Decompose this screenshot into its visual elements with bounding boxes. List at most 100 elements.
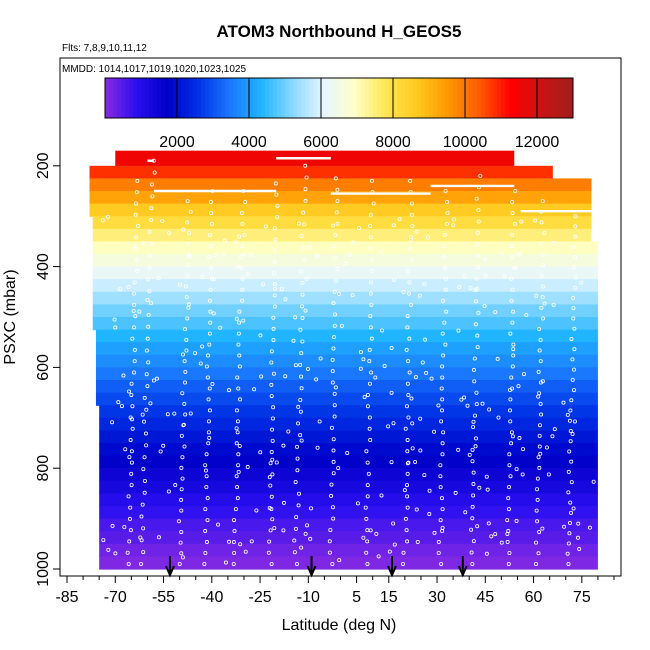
- track-point: [406, 359, 411, 364]
- track-point: [305, 366, 310, 371]
- track-point: [440, 375, 445, 380]
- track-point: [364, 449, 369, 454]
- track-point: [259, 374, 264, 379]
- track-point: [405, 505, 410, 510]
- track-point: [305, 523, 310, 528]
- track-point: [151, 378, 156, 383]
- track-point: [331, 301, 336, 306]
- track-point: [275, 215, 280, 220]
- track-point: [474, 299, 479, 304]
- track-point: [299, 386, 304, 391]
- track-point: [438, 463, 443, 468]
- track-point: [132, 302, 137, 307]
- track-point: [180, 476, 185, 481]
- colorbar-segment: [357, 78, 362, 118]
- track-point: [389, 345, 394, 350]
- track-point: [272, 304, 277, 309]
- track-point: [509, 375, 514, 380]
- x-tick-label: -55: [152, 589, 175, 606]
- track-point: [141, 467, 146, 472]
- track-point: [242, 232, 247, 237]
- track-point: [368, 314, 373, 319]
- track-point: [160, 219, 165, 224]
- track-point: [509, 430, 514, 435]
- track-point: [493, 310, 498, 315]
- track-point: [226, 539, 231, 544]
- track-point: [113, 551, 118, 556]
- track-point: [474, 390, 479, 395]
- track-point: [126, 285, 131, 290]
- track-point: [397, 217, 402, 222]
- track-point: [536, 455, 541, 460]
- track-point: [512, 265, 517, 270]
- track-point: [127, 516, 132, 521]
- track-point: [315, 445, 320, 450]
- track-point: [405, 325, 410, 330]
- track-point: [180, 455, 185, 460]
- track-point: [273, 181, 278, 186]
- track-point: [535, 519, 540, 524]
- track-point: [475, 253, 480, 258]
- track-point: [183, 369, 188, 374]
- track-point: [537, 348, 542, 353]
- track-point: [405, 539, 410, 544]
- track-point: [274, 192, 279, 197]
- track-point: [258, 333, 263, 338]
- track-point: [509, 441, 514, 446]
- colorbar-segment: [113, 78, 118, 118]
- track-point: [206, 397, 211, 402]
- track-point: [147, 229, 152, 234]
- track-point: [139, 514, 144, 519]
- track-point: [180, 391, 185, 396]
- colorbar-segment: [365, 78, 370, 118]
- x-axis-label: Latitude (deg N): [282, 617, 397, 634]
- track-point: [331, 448, 336, 453]
- track-point: [387, 549, 392, 554]
- track-point: [246, 272, 251, 277]
- track-point: [203, 550, 208, 555]
- track-point: [308, 536, 313, 541]
- track-point: [334, 278, 339, 283]
- track-point: [392, 542, 397, 547]
- heatmap-bands: [89, 150, 598, 570]
- track-point: [208, 309, 213, 314]
- colorbar-segment: [229, 78, 234, 118]
- track-point: [271, 371, 276, 376]
- track-point: [427, 488, 432, 493]
- heatmap-band: [92, 291, 598, 305]
- track-point: [550, 434, 555, 439]
- track-point: [332, 391, 337, 396]
- track-point: [269, 394, 274, 399]
- track-point: [406, 415, 411, 420]
- track-point: [240, 243, 245, 248]
- track-point: [568, 428, 573, 433]
- heatmap-band: [99, 556, 598, 570]
- colorbar-segment: [181, 78, 186, 118]
- track-point: [142, 419, 147, 424]
- track-point: [298, 409, 303, 414]
- track-point: [128, 528, 133, 533]
- track-point: [540, 199, 545, 204]
- track-point: [272, 259, 277, 264]
- track-point: [573, 275, 578, 280]
- track-point: [407, 336, 412, 341]
- track-point: [432, 429, 437, 434]
- track-point: [368, 223, 373, 228]
- track-point: [337, 558, 342, 563]
- track-point: [567, 418, 572, 423]
- track-point: [508, 419, 513, 424]
- colorbar-segment: [405, 78, 410, 118]
- heatmap-band: [92, 216, 592, 230]
- track-point: [476, 310, 481, 315]
- track-point: [268, 483, 273, 488]
- track-point: [403, 516, 408, 521]
- colorbar-segment: [293, 78, 298, 118]
- track-point: [207, 254, 212, 259]
- track-point: [173, 483, 178, 488]
- track-point: [363, 505, 368, 510]
- track-point: [440, 441, 445, 446]
- track-point: [470, 561, 475, 566]
- track-point: [300, 304, 305, 309]
- track-point: [233, 507, 238, 512]
- track-point: [298, 327, 303, 332]
